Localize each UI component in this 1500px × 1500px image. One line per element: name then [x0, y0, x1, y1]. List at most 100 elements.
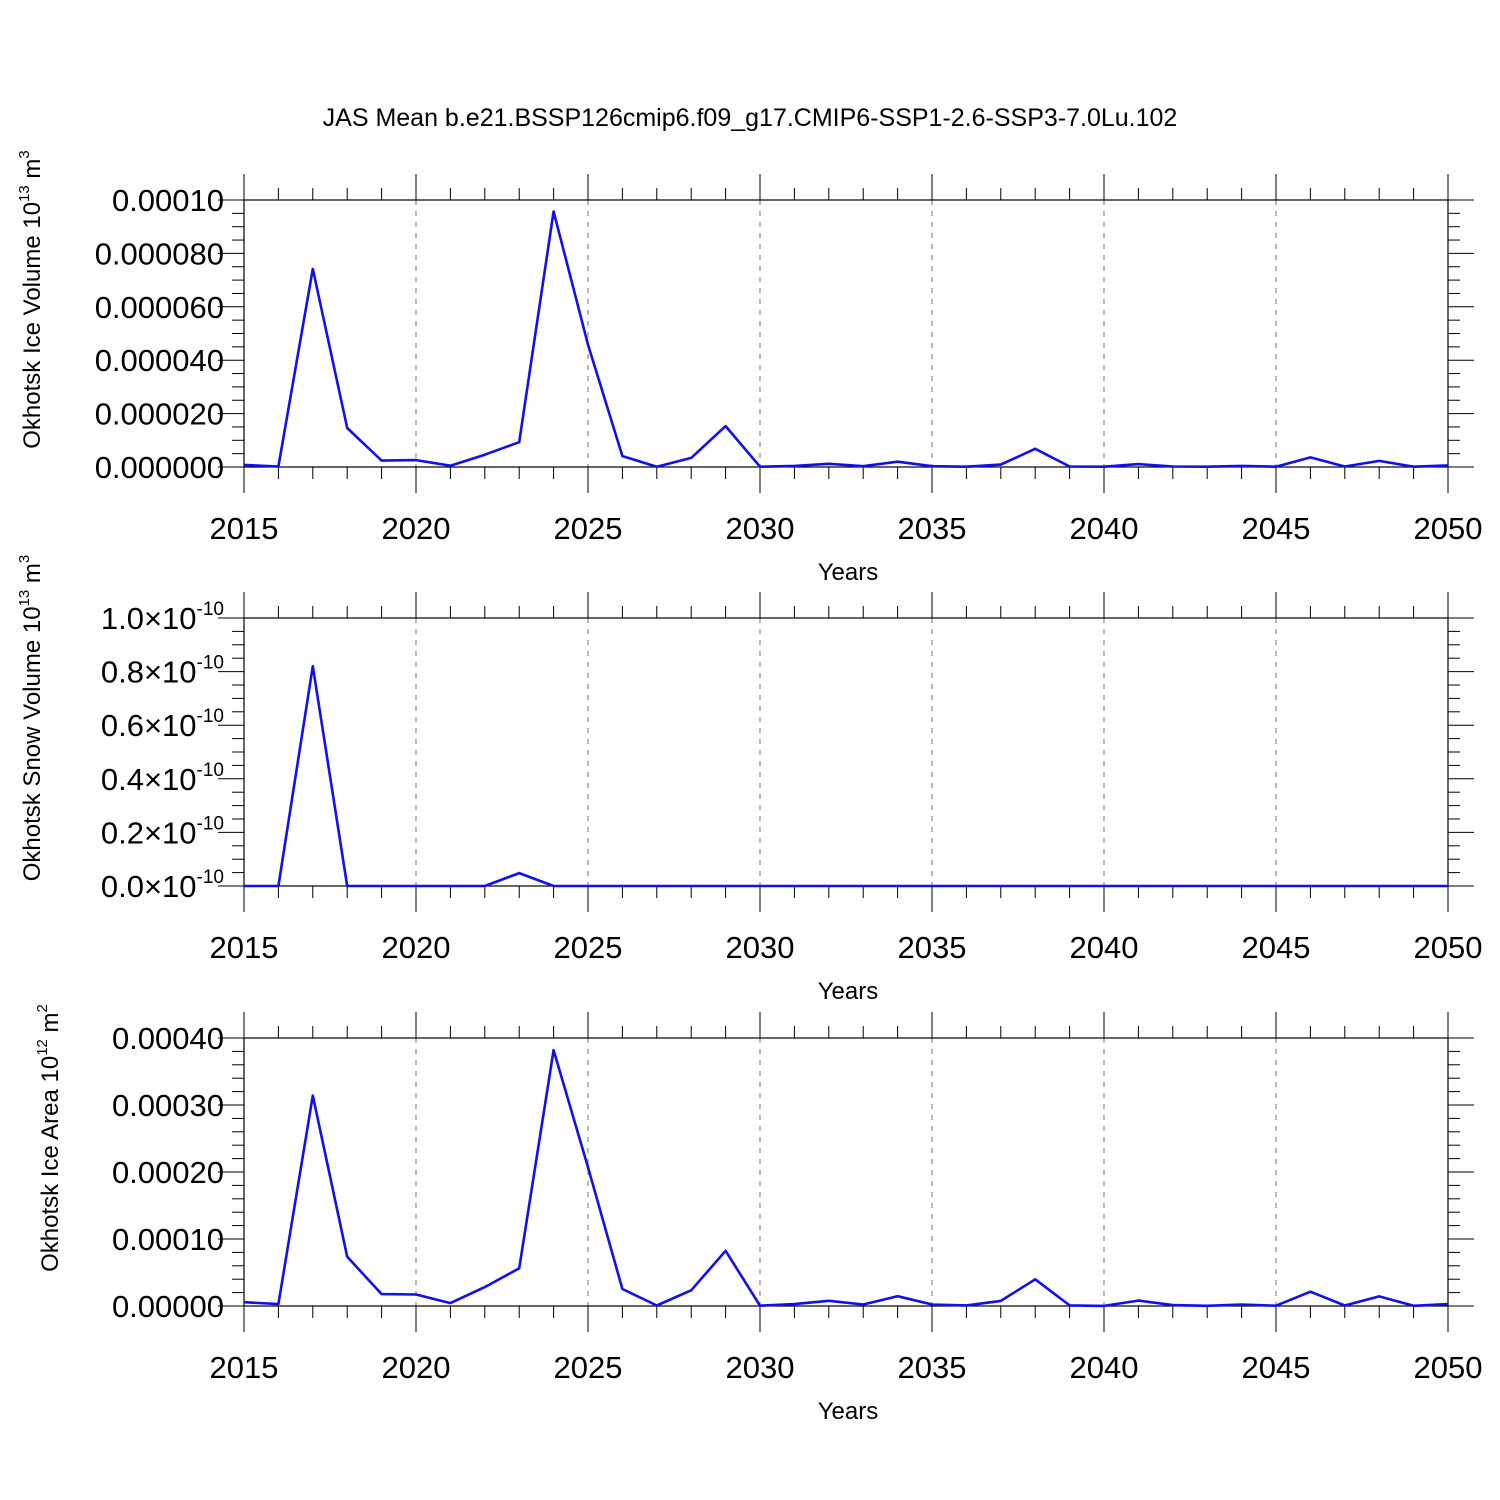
data-point	[828, 885, 830, 887]
data-point	[1000, 1300, 1002, 1302]
data-point	[449, 1302, 451, 1304]
x-tick-label: 2020	[382, 1350, 451, 1385]
data-point	[656, 885, 658, 887]
x-tick-label: 2035	[898, 930, 967, 965]
data-point	[1068, 1304, 1070, 1306]
data-point	[724, 1250, 726, 1252]
data-point	[1034, 448, 1036, 450]
y-tick-label: 0.8×10-10	[101, 653, 224, 690]
data-point	[759, 885, 761, 887]
x-tick-label: 2030	[726, 1350, 795, 1385]
data-point	[1240, 1303, 1242, 1305]
data-point	[1172, 885, 1174, 887]
data-point	[277, 885, 279, 887]
data-point	[1412, 885, 1414, 887]
data-point	[1068, 465, 1070, 467]
data-point	[312, 268, 314, 270]
data-point	[1206, 1305, 1208, 1307]
data-point	[552, 210, 554, 212]
y-tick-label: 0.00030	[112, 1088, 224, 1123]
data-point	[931, 465, 933, 467]
data-point	[1000, 885, 1002, 887]
data-point	[1412, 1305, 1414, 1307]
y-tick-label: 0.000080	[95, 236, 224, 271]
data-point	[690, 1289, 692, 1291]
x-tick-label: 2045	[1242, 1350, 1311, 1385]
data-point	[1309, 1291, 1311, 1293]
y-tick-label: 0.00010	[112, 1222, 224, 1257]
data-point	[587, 344, 589, 346]
y-tick-label: 0.00040	[112, 1021, 224, 1056]
data-point	[1275, 466, 1277, 468]
y-tick-label: 0.00010	[112, 183, 224, 218]
data-point	[484, 454, 486, 456]
data-point	[862, 465, 864, 467]
data-point	[1275, 1305, 1277, 1307]
y-axis-title: Okhotsk Snow Volume 1013 m3	[16, 555, 46, 882]
data-point	[965, 466, 967, 468]
y-tick-label: 0.000000	[95, 450, 224, 485]
data-point	[346, 1256, 348, 1258]
y-tick-label: 0.00020	[112, 1155, 224, 1190]
y-tick-label: 0.000020	[95, 397, 224, 432]
data-point	[896, 460, 898, 462]
data-point	[1447, 885, 1449, 887]
y-tick-label: 0.00000	[112, 1289, 224, 1324]
data-point	[1206, 885, 1208, 887]
y-tick-label: 0.4×10-10	[101, 760, 224, 797]
data-point	[312, 665, 314, 667]
data-point	[621, 885, 623, 887]
data-point	[1378, 1295, 1380, 1297]
data-point	[1137, 463, 1139, 465]
x-axis-title: Years	[818, 978, 879, 1005]
data-point	[346, 427, 348, 429]
panel-1: 2015 2020 2025 2030 2035 2040 2045 2050 0.000000…	[16, 150, 1482, 586]
data-point	[312, 1094, 314, 1096]
data-point	[621, 455, 623, 457]
x-tick-label: 2040	[1070, 1350, 1139, 1385]
y-tick-label: 0.000060	[95, 290, 224, 325]
data-point	[380, 459, 382, 461]
data-point	[1103, 466, 1105, 468]
x-tick-label: 2035	[898, 511, 967, 546]
series-line	[244, 664, 1448, 888]
data-point	[656, 466, 658, 468]
data-point	[587, 885, 589, 887]
data-point	[1240, 885, 1242, 887]
x-tick-label: 2045	[1242, 511, 1311, 546]
data-point	[965, 885, 967, 887]
x-tick-label: 2040	[1070, 930, 1139, 965]
data-point	[1034, 885, 1036, 887]
x-tick-label: 2045	[1242, 930, 1311, 965]
data-point	[1137, 885, 1139, 887]
y-tick-label: 1.0×10-10	[101, 599, 224, 636]
data-point	[862, 885, 864, 887]
data-point	[1240, 465, 1242, 467]
data-point	[1344, 465, 1346, 467]
data-point	[518, 1267, 520, 1269]
x-tick-label: 2030	[726, 511, 795, 546]
data-point	[965, 1304, 967, 1306]
plot-frame	[243, 1037, 1449, 1307]
y-tick-label: 0.0×10-10	[101, 867, 224, 904]
data-point	[1309, 456, 1311, 458]
y-axis-title: Okhotsk Ice Volume 1013 m3	[16, 150, 46, 449]
x-tick-label: 2040	[1070, 511, 1139, 546]
x-tick-label: 2025	[554, 1350, 623, 1385]
x-axis-title: Years	[818, 559, 879, 586]
panel-2: 2015 2020 2025 2030 2035 2040 2045 2050 0.0×10-1…	[16, 555, 1482, 1005]
data-point	[484, 885, 486, 887]
data-point	[896, 885, 898, 887]
x-tick-label: 2050	[1414, 930, 1483, 965]
data-point	[621, 1288, 623, 1290]
chart-title: JAS Mean b.e21.BSSP126cmip6.f09_g17.CMIP…	[323, 104, 1178, 132]
data-point	[1206, 466, 1208, 468]
data-point	[793, 1303, 795, 1305]
data-point	[690, 885, 692, 887]
x-tick-label: 2025	[554, 511, 623, 546]
data-point	[1447, 1303, 1449, 1305]
data-point	[380, 885, 382, 887]
data-point	[931, 885, 933, 887]
x-tick-label: 2035	[898, 1350, 967, 1385]
